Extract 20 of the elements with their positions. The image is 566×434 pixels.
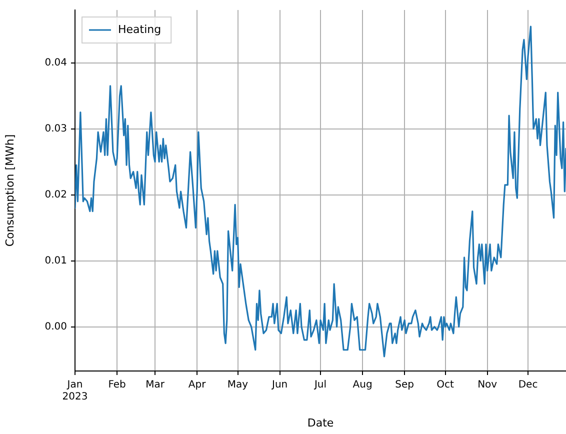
x-tick-label: Feb: [108, 380, 126, 391]
x-tick-label: Apr: [188, 380, 207, 391]
y-tick-label: 0.03: [44, 123, 67, 134]
x-tick-label: Jan 2023: [62, 380, 88, 403]
y-tick-label: 0.02: [44, 189, 67, 200]
x-axis-title: Date: [307, 416, 334, 430]
y-tick-label: 0.04: [44, 57, 67, 68]
y-axis-title: Consumption [MWh]: [3, 134, 16, 247]
x-tick-label: Oct: [436, 380, 454, 391]
x-tick-label: May: [227, 380, 248, 391]
legend-label: Heating: [118, 22, 162, 36]
x-tick-label: Sep: [395, 380, 414, 391]
y-tick-label: 0.01: [44, 255, 67, 266]
x-tick-label: Jun: [270, 380, 288, 391]
x-tick-label: Jul: [313, 380, 327, 391]
x-tick-label: Dec: [518, 380, 538, 391]
y-tick-label: 0.00: [44, 321, 67, 332]
x-tick-label: Nov: [478, 380, 498, 391]
x-tick-label: Aug: [352, 380, 372, 391]
x-tick-label: Mar: [146, 380, 166, 391]
